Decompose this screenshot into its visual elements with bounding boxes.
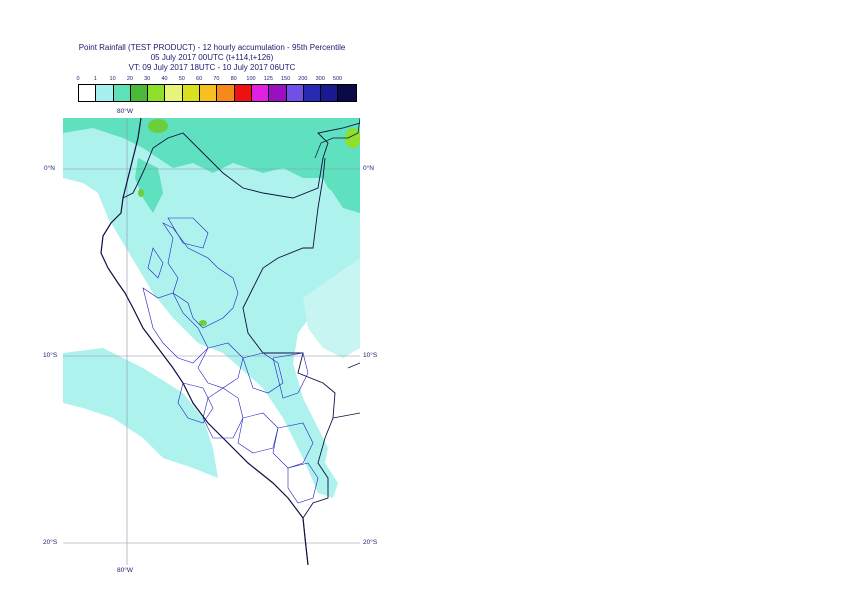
rainfall-patch-green-4 (138, 189, 144, 197)
legend-swatch (286, 85, 304, 101)
rainfall-map: 80°W 80°W 0°N 10°S 20°S 0°N 10°S 20°S (43, 108, 377, 574)
title-line-2: 05 July 2017 00UTC (t+114,t+126) (150, 53, 274, 62)
coastline (100, 117, 309, 566)
color-legend: 0 1 10 20 30 40 50 60 70 80 100 125 150 200 300 500 (76, 76, 357, 106)
lat-label-right-10: 10°S (363, 352, 378, 359)
legend-swatch (303, 85, 322, 101)
legend-swatch (251, 85, 270, 101)
admin-boundaries (142, 217, 319, 504)
legend-threshold-label: 500 (332, 76, 343, 82)
legend-swatch (148, 85, 166, 101)
legend-threshold-label: 10 (109, 76, 116, 82)
legend-swatch (165, 85, 183, 101)
legend-color-bar (78, 84, 357, 102)
legend-threshold-label: 150 (281, 76, 291, 82)
legend-threshold-label: 30 (144, 76, 151, 82)
map-title: Point Rainfall (TEST PRODUCT) - 12 hourl… (0, 43, 424, 73)
legend-swatch (269, 85, 287, 101)
legend-swatch (234, 85, 252, 101)
lon-label-top: 80°W (117, 108, 133, 115)
legend-swatch (130, 85, 149, 101)
legend-threshold-labels: 0 1 10 20 30 40 50 60 70 80 100 125 150 200 300 500 (76, 76, 348, 84)
rainfall-patch-green-1 (148, 119, 168, 133)
rainfall-area-medium-central (135, 158, 163, 213)
legend-threshold-label: 20 (126, 76, 133, 82)
legend-threshold-label: 125 (263, 76, 273, 82)
legend-swatch (113, 85, 131, 101)
legend-swatch (96, 85, 114, 101)
legend-threshold-label: 80 (230, 76, 237, 82)
rainfall-area-east (303, 258, 360, 358)
lat-label-right-0: 0°N (363, 165, 374, 172)
title-line-3: VT: 09 July 2017 18UTC - 10 July 2017 06… (128, 63, 296, 72)
legend-threshold-label: 100 (246, 76, 256, 82)
legend-swatch (182, 85, 201, 101)
legend-swatch (79, 85, 97, 101)
country-border-other (314, 117, 361, 419)
rainfall-area-light (63, 118, 360, 498)
legend-threshold-label: 1 (93, 76, 97, 82)
legend-swatch (200, 85, 218, 101)
rainfall-patch-green-3 (199, 320, 207, 326)
lat-label-right-20: 20°S (363, 539, 378, 546)
legend-swatch (338, 85, 356, 101)
lat-label-left-10: 10°S (43, 352, 58, 359)
graticule (63, 118, 360, 565)
legend-threshold-label: 70 (213, 76, 220, 82)
lon-label-bottom: 80°W (117, 567, 133, 574)
legend-threshold-label: 50 (178, 76, 185, 82)
legend-swatch (217, 85, 235, 101)
legend-threshold-label: 60 (196, 76, 203, 82)
title-line-1: Point Rainfall (TEST PRODUCT) - 12 hourl… (78, 43, 346, 52)
legend-threshold-label: 200 (298, 76, 308, 82)
lat-label-left-0: 0°N (44, 165, 55, 172)
lat-label-left-20: 20°S (43, 539, 58, 546)
rainfall-area-ocean (63, 348, 218, 478)
map-svg (63, 117, 361, 566)
rainfall-patch-green-2 (345, 128, 360, 148)
legend-threshold-label: 0 (76, 76, 80, 82)
legend-swatch (321, 85, 339, 101)
legend-threshold-label: 300 (315, 76, 325, 82)
legend-threshold-label: 40 (161, 76, 168, 82)
